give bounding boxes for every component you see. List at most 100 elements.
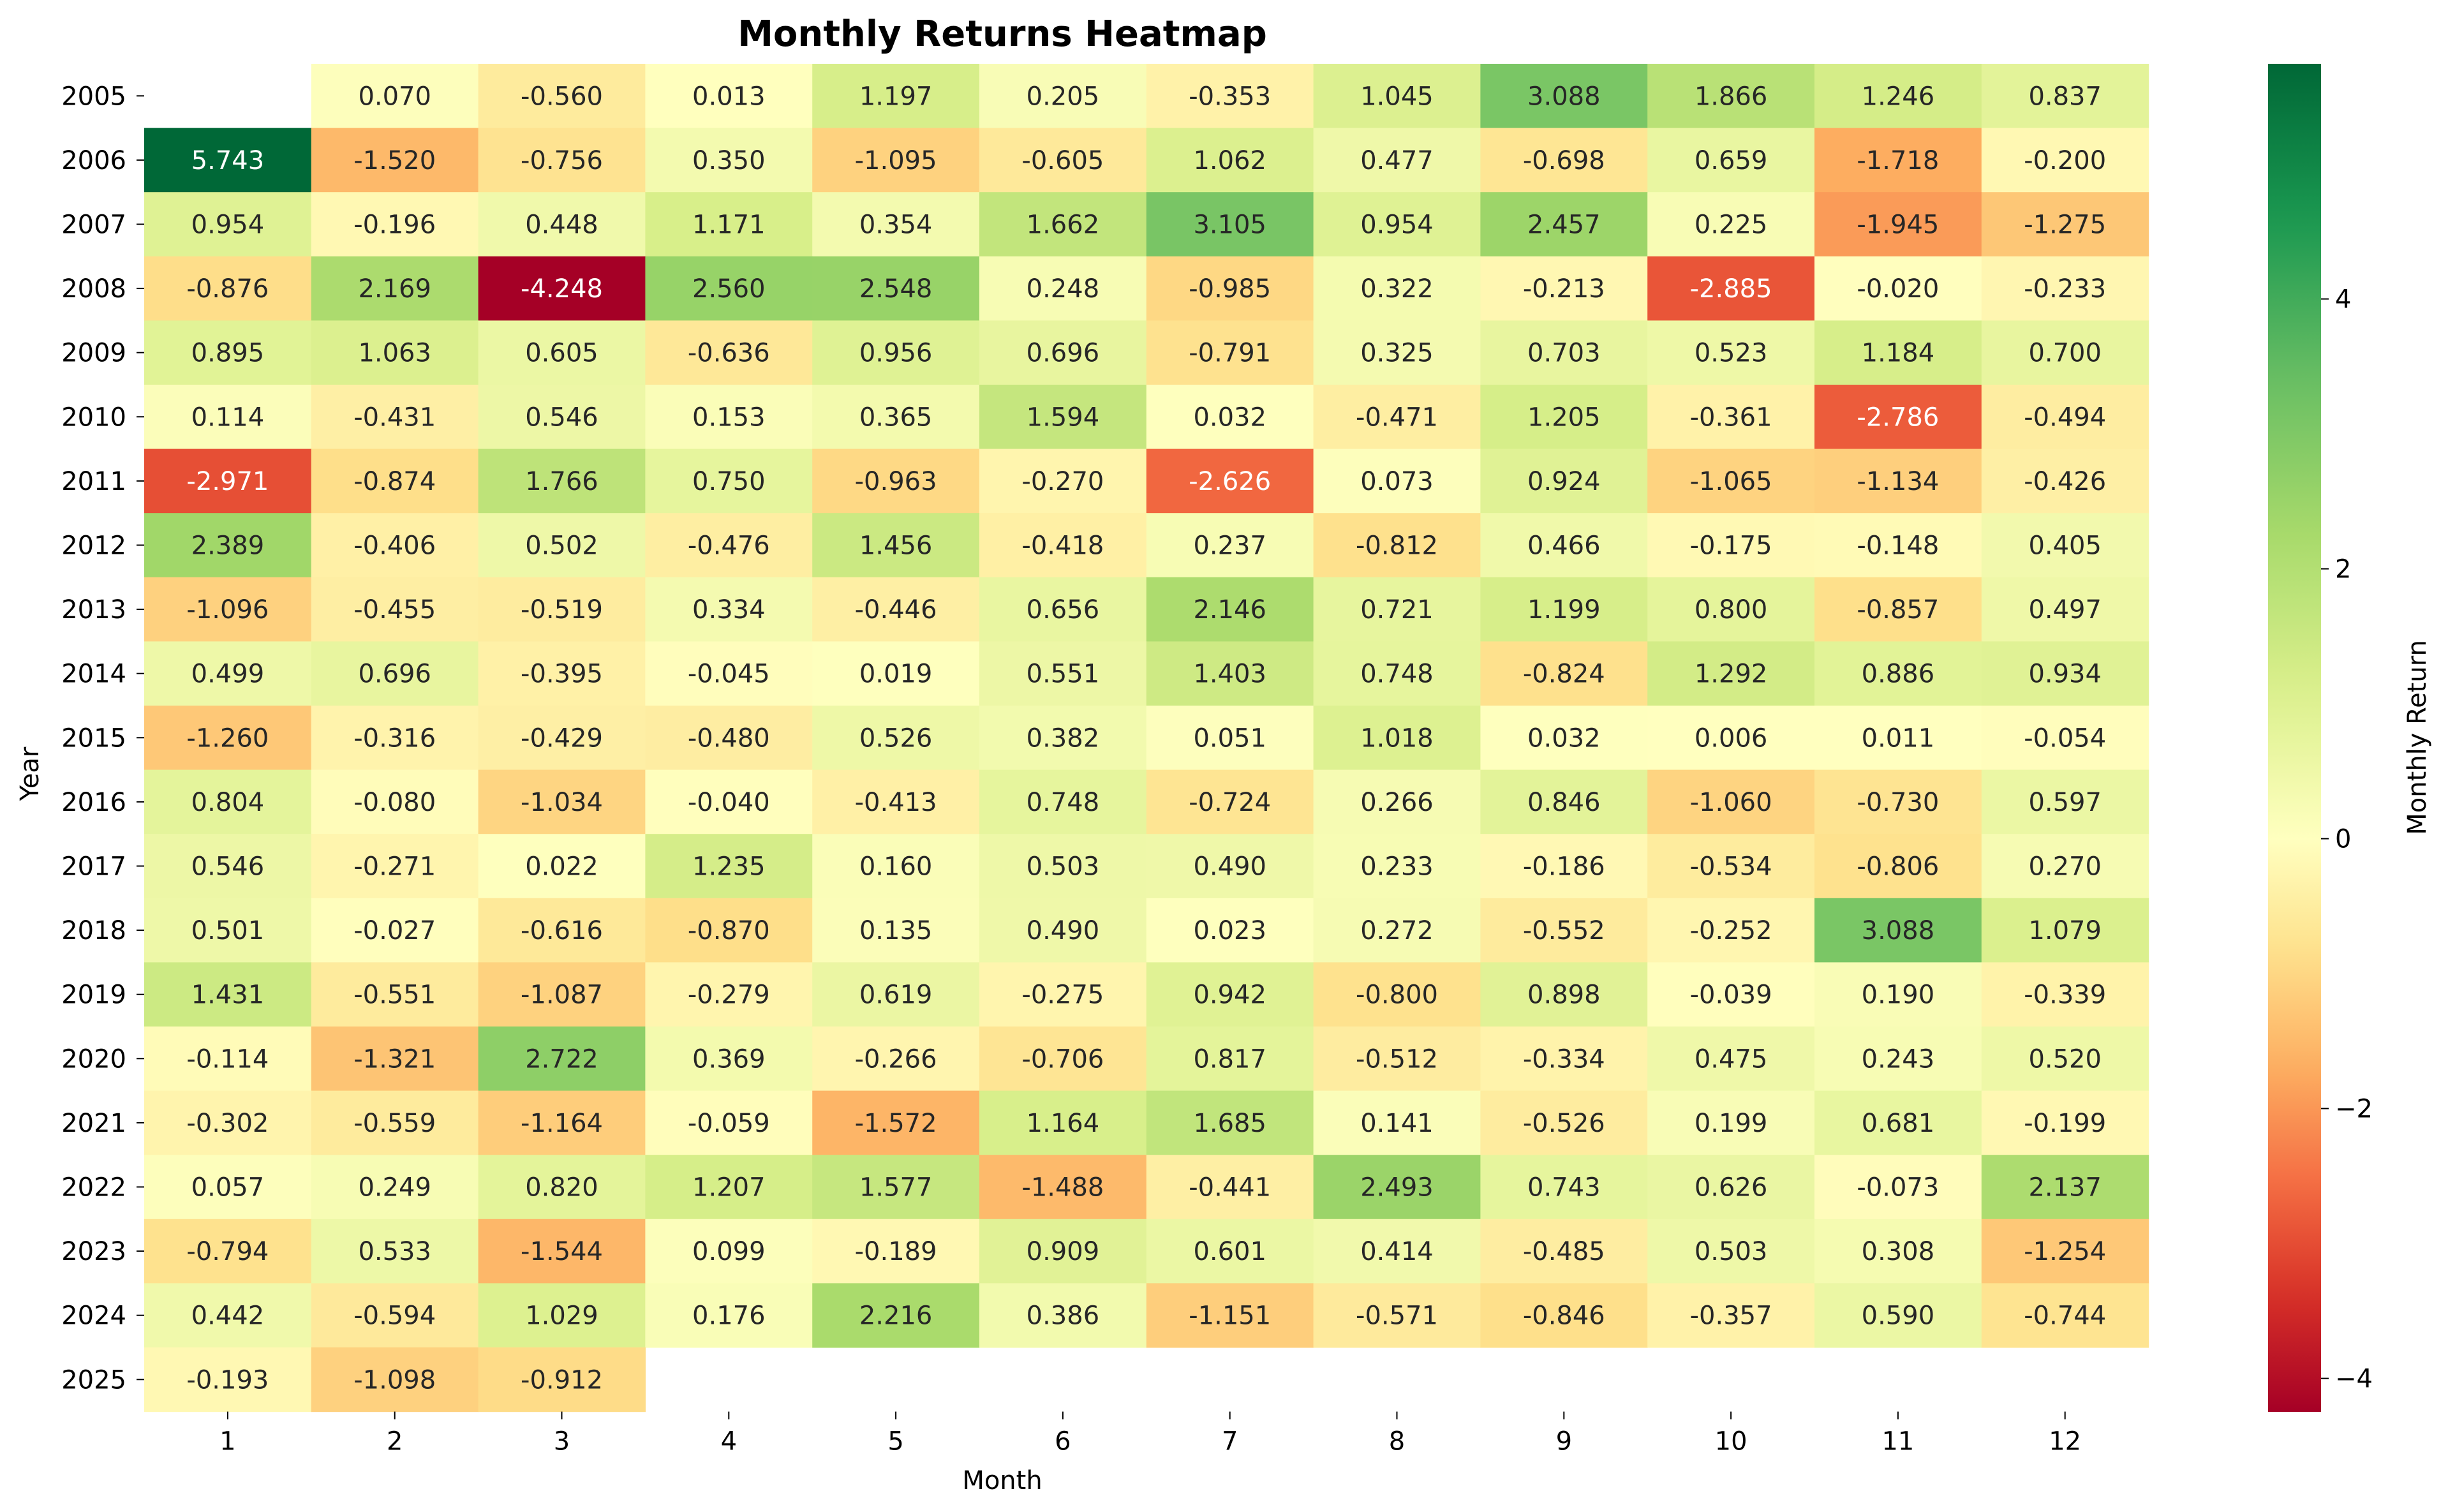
- cell-value-label: -0.045: [688, 660, 770, 689]
- heatmap-cell: [1814, 1283, 1982, 1348]
- heatmap-cell: [645, 256, 813, 321]
- heatmap-cell: [1647, 1027, 1815, 1092]
- heatmap-cell: [311, 1027, 479, 1092]
- cell-value-label: -0.200: [2024, 146, 2106, 175]
- cell-value-label: -2.626: [1189, 467, 1271, 496]
- heatmap-cell: [478, 898, 646, 963]
- cell-value-label: -1.254: [2024, 1237, 2106, 1266]
- heatmap-cell: [311, 192, 479, 257]
- heatmap-cell: [478, 448, 646, 514]
- cell-value-label: 0.022: [525, 852, 598, 882]
- heatmap-cell: [1981, 641, 2149, 706]
- heatmap-cell: [645, 706, 813, 771]
- heatmap-cell: [144, 641, 312, 706]
- cell-value-label: -0.316: [353, 723, 436, 753]
- cell-value-label: 1.171: [692, 211, 766, 240]
- cell-value-label: 0.954: [1360, 211, 1434, 240]
- heatmap-cell: [1313, 320, 1481, 385]
- cell-value-label: 1.199: [1527, 595, 1601, 625]
- cell-value-label: 0.011: [1862, 723, 1935, 753]
- cell-value-label: 1.594: [1027, 403, 1100, 432]
- heatmap-cell: [1647, 385, 1815, 450]
- cell-value-label: 0.405: [2028, 531, 2102, 561]
- heatmap-cell: [1313, 385, 1481, 450]
- cell-value-label: 3.088: [1862, 916, 1935, 945]
- heatmap-cell: [1480, 706, 1648, 771]
- heatmap-cell: [1981, 1155, 2149, 1220]
- heatmap-cell: [311, 1347, 479, 1412]
- cell-value-label: 2.548: [859, 274, 933, 304]
- cell-value-label: -1.065: [1690, 467, 1772, 496]
- cell-value-label: 1.063: [358, 339, 431, 368]
- cell-value-label: 0.743: [1527, 1173, 1601, 1203]
- heatmap-cell: [1313, 448, 1481, 514]
- cell-value-label: 0.135: [859, 916, 933, 945]
- cell-value-label: 2.216: [859, 1301, 933, 1331]
- cell-value-label: 0.696: [358, 660, 431, 689]
- heatmap-cell: [645, 1090, 813, 1155]
- heatmap-cell: [1480, 898, 1648, 963]
- cell-value-label: 1.079: [2028, 916, 2102, 945]
- cell-value-label: 0.703: [1527, 339, 1601, 368]
- cell-value-label: 0.956: [859, 339, 933, 368]
- heatmap-cell: [1313, 577, 1481, 642]
- cell-value-label: -0.874: [353, 467, 436, 496]
- heatmap-cell: [1814, 192, 1982, 257]
- heatmap-cell: [812, 577, 980, 642]
- y-tick-label: 2023: [61, 1237, 126, 1266]
- heatmap-cell: [1814, 898, 1982, 963]
- heatmap-cell: [1146, 834, 1314, 899]
- heatmap-cell: [478, 1283, 646, 1348]
- cell-value-label: 0.006: [1695, 723, 1768, 753]
- cell-value-label: 0.748: [1360, 660, 1434, 689]
- cell-value-label: 0.934: [2028, 660, 2102, 689]
- cell-value-label: -1.034: [521, 788, 603, 817]
- heatmap-cell: [812, 1283, 980, 1348]
- cell-value-label: 3.088: [1527, 82, 1601, 111]
- y-tick-label: 2021: [61, 1109, 126, 1138]
- cell-value-label: -0.199: [2024, 1109, 2106, 1138]
- heatmap-cell: [311, 448, 479, 514]
- cell-value-label: -0.193: [186, 1365, 269, 1395]
- heatmap-cell: [812, 192, 980, 257]
- cell-value-label: 0.477: [1360, 146, 1434, 175]
- x-tick-label: 3: [554, 1427, 570, 1456]
- heatmap-cell: [979, 320, 1147, 385]
- cell-value-label: -1.098: [353, 1365, 436, 1395]
- heatmap-cell: [144, 1347, 312, 1412]
- cell-value-label: 1.292: [1695, 660, 1768, 689]
- cell-value-label: -0.744: [2024, 1301, 2106, 1331]
- heatmap-cell: [478, 1155, 646, 1220]
- heatmap-cell: [979, 448, 1147, 514]
- heatmap-cell: [645, 448, 813, 514]
- heatmap-cell: [144, 1090, 312, 1155]
- cell-value-label: -0.519: [521, 595, 603, 625]
- heatmap-cell: [1814, 1090, 1982, 1155]
- heatmap-cell: [311, 641, 479, 706]
- heatmap-cell: [478, 320, 646, 385]
- cell-value-label: -0.526: [1523, 1109, 1605, 1138]
- cell-value-label: 0.490: [1027, 916, 1100, 945]
- cell-value-label: 1.403: [1193, 660, 1266, 689]
- cell-value-label: -0.189: [855, 1237, 937, 1266]
- cell-value-label: 0.909: [1027, 1237, 1100, 1266]
- heatmap-cell: [1480, 1283, 1648, 1348]
- cell-value-label: -1.260: [186, 723, 269, 753]
- cell-value-label: 1.029: [525, 1301, 598, 1331]
- cell-value-label: 1.662: [1027, 211, 1100, 240]
- heatmap-cell: [1480, 385, 1648, 450]
- heatmap-cell: [979, 769, 1147, 834]
- heatmap-cell: [645, 898, 813, 963]
- cell-value-label: 2.457: [1527, 211, 1601, 240]
- cell-value-label: 0.501: [191, 916, 265, 945]
- colorbar: −4 −2 0 2 4 Monthly Return: [2268, 64, 2432, 1412]
- heatmap-cell: [1146, 1090, 1314, 1155]
- cell-value-label: 0.546: [191, 852, 265, 882]
- x-tick-label: 7: [1222, 1427, 1238, 1456]
- heatmap-cell: [979, 641, 1147, 706]
- cell-value-label: 0.153: [692, 403, 766, 432]
- heatmap-cell: [1480, 769, 1648, 834]
- heatmap-cell: [1647, 641, 1815, 706]
- chart-title: Monthly Returns Heatmap: [738, 13, 1267, 55]
- heatmap-cell: [311, 962, 479, 1027]
